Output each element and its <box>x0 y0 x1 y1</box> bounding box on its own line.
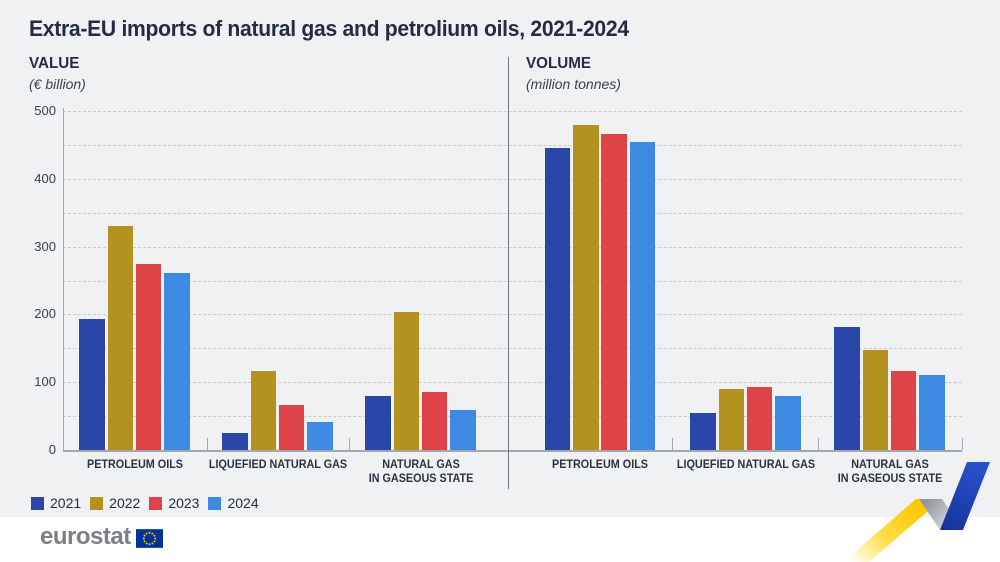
category-label: NATURAL GAS IN GASEOUS STATE <box>837 457 942 486</box>
volume-natural-gas-2022-bar <box>862 349 889 450</box>
value-panel-title: VALUE <box>29 55 80 72</box>
x-axis-tick <box>672 438 673 450</box>
volume-liquefied-natural-gas-2022-bar <box>718 389 745 450</box>
volume-natural-gas-2024-bar <box>919 374 945 450</box>
x-axis-tick <box>206 438 208 450</box>
legend-swatch-2023 <box>149 496 163 510</box>
category-label: PETROLEUM OILS <box>551 457 648 471</box>
category-label: PETROLEUM OILS <box>86 457 183 471</box>
eurostat-logo: eurostat <box>40 524 163 550</box>
volume-liquefied-natural-gas-2023-bar <box>746 386 773 450</box>
y-axis-label-400: 400 <box>34 170 56 186</box>
x-axis-tick <box>817 438 819 450</box>
volume-natural-gas-2023-bar <box>890 370 917 450</box>
panel-divider <box>508 57 509 489</box>
volume-petroleum-oils-2023-bar <box>601 134 627 450</box>
gridline-400 <box>63 178 962 180</box>
legend-label: 2021 <box>50 495 82 511</box>
legend-label: 2024 <box>227 495 259 511</box>
y-axis-label-500: 500 <box>34 103 56 118</box>
gridline-150 <box>63 348 962 350</box>
y-axis-label-300: 300 <box>34 238 56 254</box>
x-axis-tick <box>348 438 350 450</box>
legend-swatch-2021 <box>31 496 44 510</box>
category-label: NATURAL GAS IN GASEOUS STATE <box>368 457 473 486</box>
value-natural-gas-2021-bar <box>365 396 391 450</box>
volume-petroleum-oils-2022-bar <box>573 125 599 450</box>
value-petroleum-oils-2021-bar <box>79 319 105 450</box>
legend-swatch-2024 <box>208 496 222 510</box>
chart-title: Extra-EU imports of natural gas and petr… <box>29 16 629 41</box>
gridline-350 <box>63 212 962 214</box>
volume-petroleum-oils-2024-bar <box>629 142 656 450</box>
value-liquefied-natural-gas-2023-bar <box>278 404 305 450</box>
footer-strip <box>0 517 1000 562</box>
volume-panel-title: VOLUME <box>526 55 592 72</box>
volume-natural-gas-2021-bar <box>834 326 860 450</box>
legend-item-2024: 2024 <box>208 495 259 511</box>
gridline-300 <box>63 246 962 248</box>
x-axis-tick <box>962 438 963 450</box>
gridline-250 <box>63 280 962 282</box>
legend-item-2023: 2023 <box>149 495 199 511</box>
value-petroleum-oils-2024-bar <box>164 273 190 450</box>
gridline-100 <box>63 382 962 384</box>
gridline-450 <box>63 144 962 146</box>
gridline-500 <box>63 111 962 112</box>
x-axis-line <box>63 450 962 452</box>
volume-petroleum-oils-2021-bar <box>544 148 571 450</box>
value-natural-gas-2022-bar <box>393 312 420 450</box>
category-label: LIQUEFIED NATURAL GAS <box>208 457 347 471</box>
gridline-50 <box>63 416 962 418</box>
volume-liquefied-natural-gas-2021-bar <box>690 412 716 450</box>
volume-liquefied-natural-gas-2024-bar <box>775 396 801 450</box>
y-axis-label-0: 0 <box>48 442 56 457</box>
value-natural-gas-2024-bar <box>450 410 476 450</box>
legend-item-2021: 2021 <box>31 495 81 511</box>
legend-swatch-2022 <box>90 496 104 510</box>
gridline-200 <box>63 314 962 316</box>
value-panel-subtitle: (€ billion) <box>29 76 86 92</box>
value-natural-gas-2023-bar <box>421 392 448 450</box>
legend-item-2022: 2022 <box>90 495 140 511</box>
value-petroleum-oils-2023-bar <box>135 264 162 450</box>
value-liquefied-natural-gas-2021-bar <box>222 433 248 451</box>
eurostat-ribbon-graphic <box>843 462 990 562</box>
y-axis-label-100: 100 <box>34 374 56 390</box>
value-liquefied-natural-gas-2022-bar <box>250 370 277 450</box>
value-liquefied-natural-gas-2024-bar <box>307 422 333 450</box>
category-label: LIQUEFIED NATURAL GAS <box>676 457 815 471</box>
volume-panel-header: VOLUME (million tonnes) <box>526 55 621 92</box>
volume-panel-subtitle: (million tonnes) <box>526 76 621 92</box>
y-axis-label-200: 200 <box>34 306 56 322</box>
legend-label: 2023 <box>168 495 200 511</box>
eu-flag-icon <box>135 529 163 548</box>
value-panel-header: VALUE (€ billion) <box>29 55 86 92</box>
y-axis-line <box>63 108 64 450</box>
value-petroleum-oils-2022-bar <box>107 225 134 450</box>
legend-label: 2022 <box>109 495 141 511</box>
eurostat-wordmark: eurostat <box>40 523 131 550</box>
legend: 2021 2022 2023 2024 <box>31 495 268 511</box>
